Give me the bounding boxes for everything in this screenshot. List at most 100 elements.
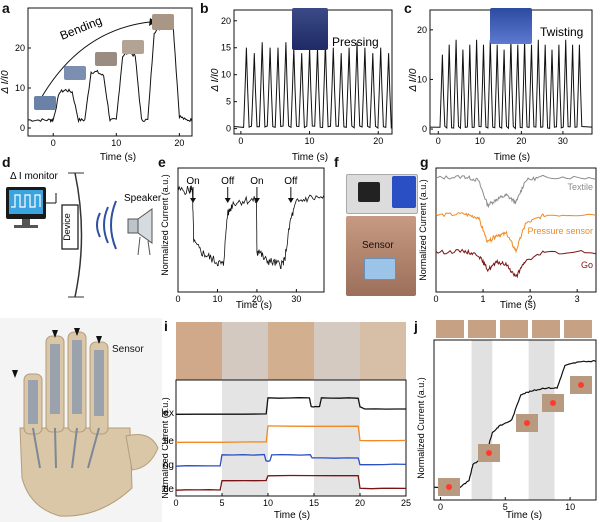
chart-j-photo-2 (500, 320, 528, 338)
neck-sensor-patch (364, 258, 396, 280)
chart-e: Normalized Current (a.u.) Time (s) 0 10 20… (158, 160, 328, 310)
chart-j-ylabel: Normalized Current (a.u.) (416, 377, 426, 479)
chart-g-series-2 (436, 250, 596, 277)
chart-j-xtick: 10 (565, 502, 575, 512)
chart-e-xtick: 0 (175, 294, 180, 304)
chart-b-xtick: 20 (373, 136, 383, 146)
gesture-photo-5 (360, 322, 406, 380)
chart-e-annotation: On (250, 176, 263, 187)
chart-j-photo-0 (436, 320, 464, 338)
panel-label-f: f (334, 154, 339, 170)
chart-i-xtick: 5 (219, 498, 224, 508)
chart-g-legend-2: Go (581, 260, 593, 270)
chart-i-row-label-0: Index (162, 408, 174, 419)
chart-g-legend-1: Pressure sensor (527, 226, 593, 236)
chart-a-xtick: 10 (111, 138, 121, 148)
chart-b-xtick: 0 (238, 136, 243, 146)
chart-a-ytick: 10 (15, 83, 25, 93)
chart-c-photo (490, 8, 532, 44)
chart-j-xtick: 5 (503, 502, 508, 512)
chart-i-row-label-3: Little (162, 484, 174, 495)
chart-e-axes: 0 10 20 30 (175, 168, 324, 304)
chart-g-xtick: 2 (528, 294, 533, 304)
chart-c-xtick: 20 (516, 136, 526, 146)
chart-e-annotation: On (186, 176, 199, 187)
chart-i-xtick: 25 (401, 498, 411, 508)
chart-a-ytick: 20 (15, 43, 25, 53)
chart-a-photo-3 (95, 52, 117, 66)
chart-a-photo-2 (64, 66, 86, 80)
chart-g-xtick: 0 (433, 294, 438, 304)
chart-i-series-3 (176, 476, 406, 491)
chart-i-row-label-2: Ring (162, 460, 174, 471)
chart-j-shade-0 (472, 340, 493, 500)
chart-g-xtick: 3 (575, 294, 580, 304)
chart-i-series-2 (176, 455, 406, 467)
chart-a-annotation: Bending (58, 13, 104, 42)
chart-b-ytick: 20 (221, 16, 231, 26)
chart-e-ylabel: Normalized Current (a.u.) (160, 174, 170, 276)
chart-b-xtick: 10 (305, 136, 315, 146)
monitor-label: Δ I monitor (10, 171, 58, 182)
chart-i-xtick: 0 (173, 498, 178, 508)
chart-j-photo-3 (532, 320, 560, 338)
chart-j-photo-1 (468, 320, 496, 338)
chart-e-xtick: 30 (291, 294, 301, 304)
chart-c-ytick: 20 (417, 25, 427, 35)
chart-b-ytick: 10 (221, 70, 231, 80)
speaker-icon (128, 209, 152, 255)
chart-e-annotation: Off (221, 176, 234, 187)
chart-e-annotation: Off (284, 176, 297, 187)
chart-j-xlabel: Time (s) (506, 510, 542, 521)
sensor-chip (358, 182, 380, 202)
chart-c-xtick: 30 (558, 136, 568, 146)
chart-a-photo-5 (152, 14, 174, 30)
sound-wave-icon (97, 213, 100, 237)
chart-i-shade-1 (314, 322, 360, 496)
chart-b-series-line (234, 42, 392, 128)
chart-a-xtick: 0 (51, 138, 56, 148)
chart-c-series-line (430, 40, 592, 129)
chart-c-xtick: 0 (436, 136, 441, 146)
chart-c-xtick: 10 (475, 136, 485, 146)
chart-a-xtick: 20 (174, 138, 184, 148)
chart-i-xtick: 10 (263, 498, 273, 508)
speaker-label: Speaker (124, 193, 162, 204)
chart-i-series-0 (176, 398, 406, 415)
chart-i-xtick: 15 (309, 498, 319, 508)
gesture-photo-1 (176, 322, 222, 380)
chart-c-annotation: Twisting (540, 25, 583, 39)
chart-b-annotation: Pressing (332, 35, 379, 49)
chart-j-photo-4 (564, 320, 592, 338)
chart-c-ytick: 0 (422, 124, 427, 134)
chart-g-xtick: 1 (481, 294, 486, 304)
chart-i-row-label-1: Middle (162, 436, 174, 447)
chart-a-photo-1 (34, 96, 56, 110)
gesture-photo-3 (268, 322, 314, 380)
chart-e-xtick: 10 (212, 294, 222, 304)
chart-i-series-1 (176, 426, 406, 442)
chart-a-photo-4 (122, 40, 144, 54)
robot-hand-photo: Sensor (0, 318, 162, 522)
chart-b-ytick: 0 (226, 124, 231, 134)
chart-c-ytick: 10 (417, 74, 427, 84)
diagram-d: Δ I monitor Device Speaker (0, 165, 162, 310)
chart-b-ytick: 15 (221, 43, 231, 53)
chart-i-xtick: 20 (355, 498, 365, 508)
chart-g-ylabel: Normalized Current (a.u.) (418, 179, 428, 281)
chart-a-ytick: 0 (20, 123, 25, 133)
chart-i-xlabel: Time (s) (274, 510, 310, 521)
robot-sensor-label: Sensor (112, 344, 144, 355)
glove-photo (392, 176, 416, 208)
device-label: Device (62, 213, 72, 241)
chart-a-ylabel: Δ I/I0 (0, 70, 11, 94)
chart-i: Normalized Current (a.u.) Time (s) 0 5 10 1… (162, 318, 414, 522)
chart-a-xlabel: Time (s) (100, 152, 136, 163)
chart-b-ytick: 5 (226, 97, 231, 107)
chart-e-xtick: 20 (252, 294, 262, 304)
chart-j: Normalized Current (a.u.) Time (s) 0 5 10 (414, 318, 600, 522)
chart-j-xtick: 0 (438, 502, 443, 512)
chart-b-photo (292, 8, 328, 50)
chart-e-series-line (178, 186, 324, 269)
neck-sensor-label: Sensor (362, 240, 394, 251)
